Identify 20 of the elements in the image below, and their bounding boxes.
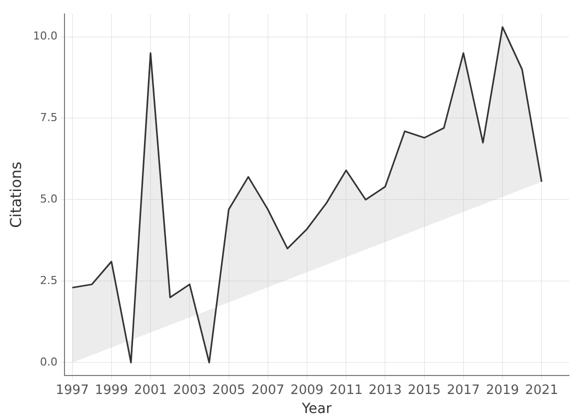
x-tick-label: 2009	[290, 382, 324, 398]
x-tick-label: 2017	[446, 382, 480, 398]
x-tick-label: 2015	[408, 382, 441, 398]
y-tick-label: 0.0	[40, 355, 58, 368]
x-tick-label: 2001	[134, 382, 168, 398]
x-tick-label: 2021	[525, 382, 558, 398]
y-tick-label: 2.5	[40, 274, 58, 287]
y-tick-label: 10.0	[32, 30, 58, 43]
x-tick-label: 1999	[94, 382, 128, 398]
x-tick-label: 2011	[330, 382, 363, 398]
x-tick-label: 2005	[212, 382, 246, 398]
y-axis-title: Citations	[6, 161, 25, 228]
x-tick-label: 2007	[251, 382, 284, 398]
x-tick-label: 2019	[486, 382, 520, 398]
y-tick-label: 5.0	[40, 192, 58, 206]
x-axis-title: Year	[300, 401, 332, 418]
x-tick-label: 2003	[173, 382, 206, 398]
x-tick-label: 1997	[56, 382, 89, 398]
x-tick-label: 2013	[368, 382, 402, 398]
y-tick-label: 7.5	[40, 111, 58, 124]
